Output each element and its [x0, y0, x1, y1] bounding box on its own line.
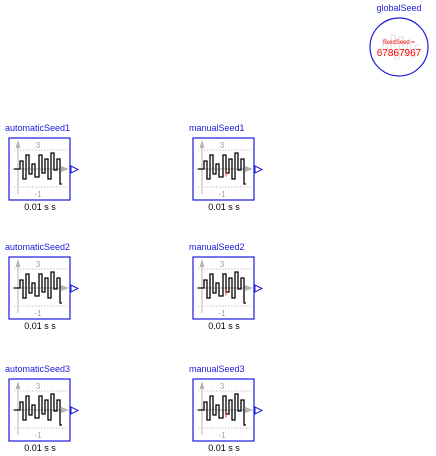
global-seed-background-signal-icon [379, 34, 419, 60]
seed-marker: | [225, 290, 227, 296]
noise-signal-trace [14, 152, 62, 185]
noise-block-icon[interactable]: 3 -1 [5, 256, 85, 321]
y-max-label: 3 [36, 382, 41, 391]
block-name: manualSeed2 [189, 242, 245, 252]
noise-block-icon[interactable]: 3 -1 | [189, 137, 269, 202]
y-axis-arrow-icon [199, 140, 205, 148]
y-min-label: -1 [218, 309, 226, 318]
y-axis-arrow-icon [15, 381, 21, 389]
noise-signal-trace [198, 271, 246, 304]
x-axis-arrow-icon [61, 407, 69, 413]
global-seed-icon[interactable]: fixedSeed = 67867967 [367, 15, 431, 79]
output-port-icon[interactable] [254, 165, 264, 174]
x-axis-arrow-icon [245, 285, 253, 291]
block-name: automaticSeed3 [5, 364, 71, 374]
seed-marker: | [225, 412, 227, 418]
noise-signal-trace [14, 393, 62, 426]
block-parameter: 0.01 s s [208, 321, 240, 331]
y-min-label: -1 [218, 190, 226, 199]
noise-block-icon[interactable]: 3 -1 [5, 137, 85, 202]
noise-block-icon[interactable]: 3 -1 [5, 378, 85, 443]
y-max-label: 3 [220, 382, 225, 391]
block-parameter: 0.01 s s [24, 443, 56, 453]
y-min-label: -1 [34, 309, 42, 318]
seed-marker: | [225, 171, 227, 177]
output-port-icon[interactable] [254, 284, 264, 293]
x-axis-arrow-icon [245, 407, 253, 413]
x-axis-arrow-icon [61, 285, 69, 291]
y-axis-arrow-icon [15, 259, 21, 267]
global-seed-value: 67867967 [377, 48, 422, 59]
block-parameter: 0.01 s s [208, 202, 240, 212]
y-max-label: 3 [220, 260, 225, 269]
noise-block-icon[interactable]: 3 -1 | [189, 378, 269, 443]
noise-block-icon[interactable]: 3 -1 | [189, 256, 269, 321]
y-max-label: 3 [36, 141, 41, 150]
global-seed-label: fixedSeed = [383, 40, 415, 46]
y-max-label: 3 [220, 141, 225, 150]
output-port-icon[interactable] [70, 406, 80, 415]
output-port-icon[interactable] [70, 165, 80, 174]
noise-signal-trace [198, 152, 246, 185]
x-axis-arrow-icon [61, 166, 69, 172]
block-parameter: 0.01 s s [24, 202, 56, 212]
y-max-label: 3 [36, 260, 41, 269]
y-min-label: -1 [34, 190, 42, 199]
block-parameter: 0.01 s s [24, 321, 56, 331]
y-axis-arrow-icon [15, 140, 21, 148]
y-axis-arrow-icon [199, 259, 205, 267]
output-port-icon[interactable] [254, 406, 264, 415]
output-port-icon[interactable] [70, 284, 80, 293]
noise-signal-trace [14, 271, 62, 304]
global-seed-name: globalSeed [376, 3, 422, 13]
x-axis-arrow-icon [245, 166, 253, 172]
block-name: manualSeed1 [189, 123, 245, 133]
block-name: automaticSeed2 [5, 242, 71, 252]
y-axis-arrow-icon [199, 381, 205, 389]
block-name: automaticSeed1 [5, 123, 71, 133]
noise-signal-trace [198, 393, 246, 426]
block-parameter: 0.01 s s [208, 443, 240, 453]
block-name: manualSeed3 [189, 364, 245, 374]
y-min-label: -1 [34, 431, 42, 440]
y-min-label: -1 [218, 431, 226, 440]
